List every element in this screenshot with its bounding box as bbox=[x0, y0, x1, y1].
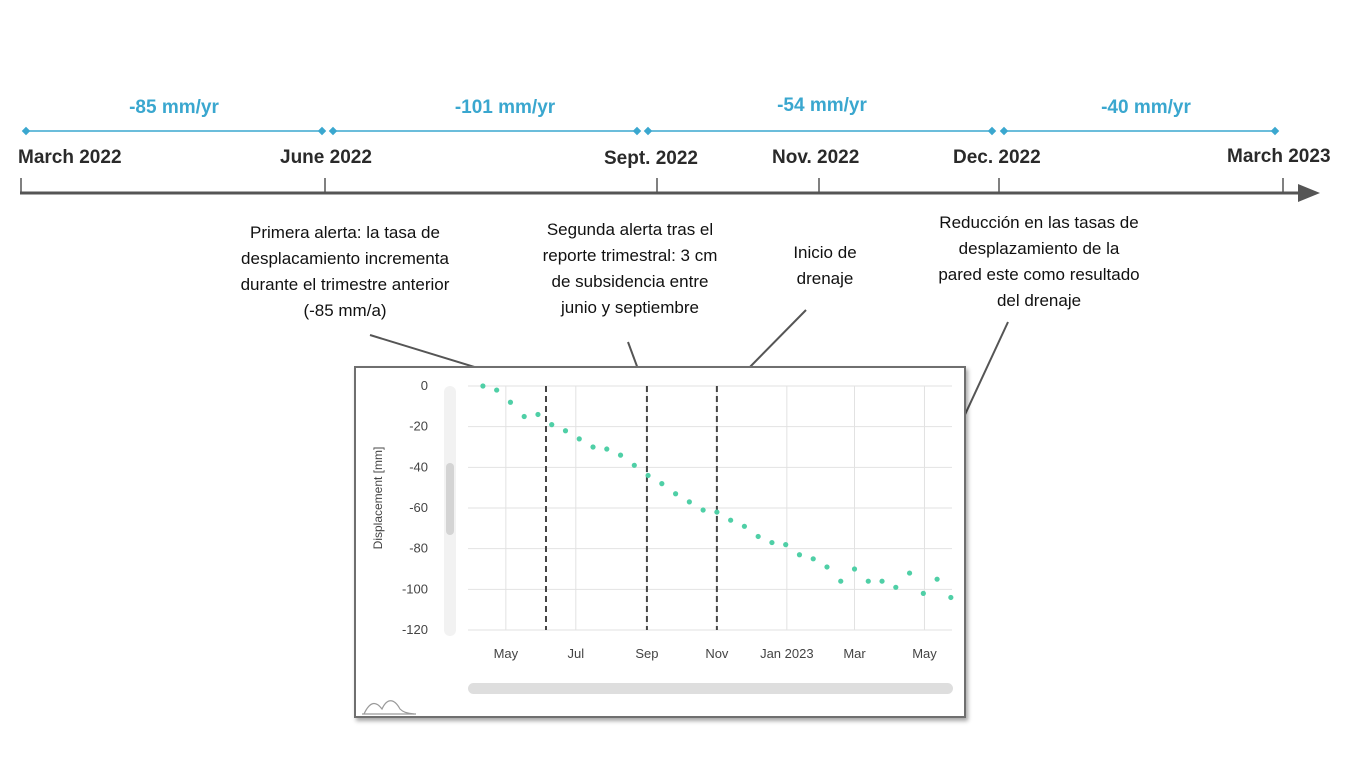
data-point bbox=[590, 444, 596, 450]
y-tick-label: -60 bbox=[409, 500, 428, 515]
horizontal-scrollbar[interactable] bbox=[468, 683, 953, 694]
rate-label-1: -85 mm/yr bbox=[129, 97, 219, 118]
x-tick-label: Nov bbox=[705, 646, 729, 661]
chart-logo-icon bbox=[362, 700, 416, 715]
data-point bbox=[769, 539, 775, 546]
data-point bbox=[576, 436, 582, 442]
data-point bbox=[714, 509, 720, 515]
annotation-arrow-3 bbox=[745, 309, 807, 372]
data-point bbox=[851, 566, 858, 572]
event-lines bbox=[544, 386, 718, 630]
date-label-june-2022: June 2022 bbox=[280, 147, 372, 168]
x-tick-labels: May Jul Sep Nov Jan 2023 Mar May bbox=[494, 646, 938, 661]
data-point bbox=[948, 594, 954, 601]
y-tick-label: -100 bbox=[402, 581, 428, 596]
data-point bbox=[838, 578, 844, 584]
data-point bbox=[549, 422, 555, 428]
y-tick-labels: 0 -20 -40 -60 -80 -100 -120 bbox=[402, 378, 428, 637]
data-point bbox=[879, 578, 885, 584]
y-tick-label: -120 bbox=[402, 622, 428, 637]
data-point bbox=[672, 491, 679, 497]
rate-span-marker bbox=[987, 126, 997, 136]
data-point bbox=[521, 413, 527, 420]
data-point bbox=[865, 578, 871, 584]
rate-span-marker bbox=[643, 126, 653, 136]
x-tick-label: May bbox=[494, 646, 519, 661]
data-point bbox=[645, 472, 651, 479]
annotation-rate-reduction: Reducción en las tasas de desplazamiento… bbox=[938, 213, 1140, 310]
timeline-arrowhead bbox=[1298, 184, 1320, 202]
data-point bbox=[480, 383, 486, 389]
annotation-drainage-start: Inicio de drenaje bbox=[793, 243, 857, 288]
data-point bbox=[893, 584, 899, 590]
data-point bbox=[507, 399, 514, 405]
rate-span-marker bbox=[317, 126, 327, 136]
grid bbox=[468, 385, 952, 631]
data-point bbox=[686, 499, 692, 505]
annotation-first-alert: Primera alerta: la tasa de desplacamient… bbox=[240, 223, 450, 320]
x-tick-label: Mar bbox=[843, 646, 866, 661]
data-points bbox=[480, 383, 954, 601]
data-point bbox=[796, 552, 803, 558]
annotation-second-alert: Segunda alerta tras el reporte trimestra… bbox=[542, 220, 718, 317]
date-label-sept-2022: Sept. 2022 bbox=[604, 148, 698, 169]
rate-span-marker bbox=[328, 126, 338, 136]
vertical-scrollbar-thumb[interactable] bbox=[446, 463, 454, 535]
data-point bbox=[741, 523, 748, 529]
y-tick-label: -40 bbox=[409, 459, 428, 474]
x-tick-label: May bbox=[912, 646, 937, 661]
data-point bbox=[604, 446, 610, 452]
data-point bbox=[535, 411, 541, 418]
date-label-nov-2022: Nov. 2022 bbox=[772, 147, 860, 168]
data-point bbox=[810, 556, 816, 562]
y-axis-label: Displacement [mm] bbox=[371, 447, 385, 550]
rate-label-2: -101 mm/yr bbox=[454, 97, 556, 118]
data-point bbox=[824, 564, 830, 570]
rate-span-marker bbox=[999, 126, 1009, 136]
data-point bbox=[659, 481, 665, 487]
date-label-march-2022: March 2022 bbox=[18, 147, 122, 168]
displacement-chart: 0 -20 -40 -60 -80 -100 -120 May Jul Sep Nov Jan 20… bbox=[362, 378, 954, 715]
rate-span-marker bbox=[21, 126, 31, 136]
data-point bbox=[920, 590, 926, 596]
displacement-chart-panel: 0 -20 -40 -60 -80 -100 -120 May Jul Sep Nov Jan 20… bbox=[354, 366, 966, 718]
x-tick-label: Jul bbox=[567, 646, 584, 661]
x-tick-label: Sep bbox=[635, 646, 658, 661]
data-point bbox=[906, 570, 913, 576]
data-point bbox=[631, 462, 637, 468]
rate-label-4: -40 mm/yr bbox=[1101, 97, 1191, 118]
data-point bbox=[562, 428, 569, 434]
data-point bbox=[728, 517, 734, 523]
data-point bbox=[617, 452, 624, 458]
y-tick-label: 0 bbox=[421, 378, 428, 393]
data-point bbox=[700, 507, 706, 513]
x-tick-label: Jan 2023 bbox=[760, 646, 814, 661]
rate-span-marker bbox=[1270, 126, 1280, 136]
date-label-march-2023: March 2023 bbox=[1227, 146, 1331, 167]
y-tick-label: -80 bbox=[409, 541, 428, 556]
data-point bbox=[494, 387, 500, 393]
data-point bbox=[755, 533, 761, 540]
data-point bbox=[934, 576, 940, 582]
data-point bbox=[783, 542, 789, 548]
rate-span-marker bbox=[632, 126, 642, 136]
rate-label-3: -54 mm/yr bbox=[777, 95, 867, 116]
date-label-dec-2022: Dec. 2022 bbox=[953, 147, 1041, 168]
y-tick-label: -20 bbox=[409, 419, 428, 434]
